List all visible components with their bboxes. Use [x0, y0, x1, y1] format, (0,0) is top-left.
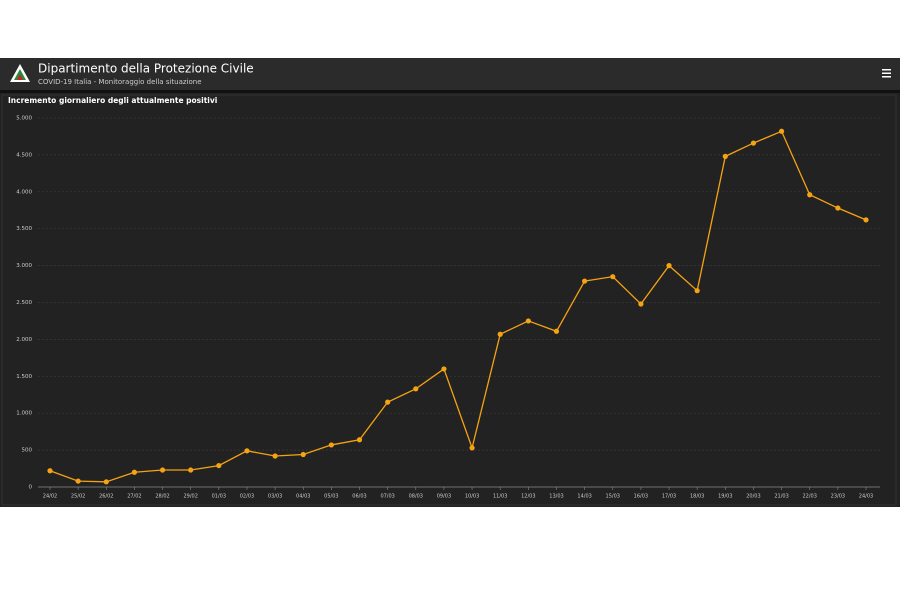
x-tick-label: 10/03 — [465, 494, 479, 500]
x-tick-label: 22/03 — [803, 494, 817, 500]
y-tick-label: 3.000 — [16, 263, 32, 269]
data-point — [244, 448, 250, 454]
x-tick-label: 25/02 — [71, 494, 85, 500]
x-tick-label: 09/03 — [437, 494, 451, 500]
y-tick-label: 1.000 — [16, 411, 32, 417]
data-point — [835, 205, 841, 211]
data-point — [159, 467, 166, 473]
x-tick-label: 19/03 — [718, 494, 732, 500]
data-point — [356, 437, 363, 443]
x-tick-label: 16/03 — [634, 494, 648, 500]
x-tick-label: 12/03 — [521, 494, 535, 500]
data-point — [103, 479, 109, 485]
data-point — [582, 278, 588, 284]
x-tick-label: 21/03 — [774, 494, 788, 500]
y-tick-label: 4.500 — [16, 152, 32, 158]
y-tick-label: 5.000 — [16, 116, 32, 122]
y-tick-label: 1.500 — [16, 374, 32, 380]
x-tick-label: 29/02 — [183, 494, 197, 500]
x-tick-label: 15/03 — [606, 494, 620, 500]
data-point — [778, 128, 785, 134]
data-point — [385, 399, 391, 405]
x-tick-label: 05/03 — [324, 494, 338, 500]
x-tick-label: 07/03 — [380, 494, 394, 500]
series-line — [49, 130, 867, 483]
separator — [0, 90, 900, 93]
x-tick-label: 20/03 — [746, 494, 760, 500]
x-tick-label: 17/03 — [662, 494, 676, 500]
x-tick-label: 11/03 — [493, 494, 507, 500]
y-tick-label: 500 — [22, 448, 33, 454]
data-point — [328, 442, 334, 448]
x-tick-label: 24/02 — [43, 494, 57, 500]
data-point — [553, 328, 560, 334]
menu-button[interactable] — [882, 69, 891, 78]
data-point — [469, 445, 475, 451]
x-tick-label: 27/02 — [127, 494, 141, 500]
data-point — [638, 301, 644, 307]
data-point — [863, 217, 869, 223]
data-point — [666, 263, 672, 269]
x-tick-label: 06/03 — [352, 494, 366, 500]
x-tick-label: 08/03 — [409, 494, 423, 500]
chart-title: Incremento giornaliero degli attualmente… — [8, 96, 217, 105]
app-subtitle: COVID-19 Italia - Monitoraggio della sit… — [38, 78, 202, 86]
x-tick-label: 02/03 — [240, 494, 254, 500]
x-tick-label: 18/03 — [690, 494, 704, 500]
data-point — [807, 192, 813, 198]
x-tick-label: 04/03 — [296, 494, 310, 500]
x-tick-label: 26/02 — [99, 494, 113, 500]
data-point — [525, 318, 531, 324]
data-point — [75, 478, 81, 484]
x-tick-label: 01/03 — [212, 494, 226, 500]
data-point — [47, 468, 53, 474]
x-tick-label: 03/03 — [268, 494, 282, 500]
data-point — [216, 462, 222, 469]
chart-panel — [0, 93, 900, 507]
y-tick-label: 4.000 — [16, 189, 32, 195]
data-point — [413, 386, 419, 392]
data-point — [188, 467, 194, 473]
x-tick-label: 24/03 — [859, 494, 873, 500]
data-point — [131, 469, 138, 475]
y-tick-label: 3.500 — [16, 226, 32, 232]
data-point — [272, 453, 278, 459]
data-point — [722, 153, 728, 159]
data-point — [300, 451, 306, 458]
header-bar — [0, 58, 900, 90]
data-point — [441, 366, 447, 372]
data-point — [750, 140, 757, 146]
data-point — [694, 288, 700, 294]
logo — [10, 64, 30, 82]
y-tick-label: 2.500 — [16, 300, 32, 306]
x-tick-label: 13/03 — [549, 494, 563, 500]
panel-border — [1, 94, 897, 506]
data-point — [497, 331, 503, 337]
x-tick-label: 14/03 — [577, 494, 591, 500]
x-tick-label: 23/03 — [831, 494, 845, 500]
y-tick-label: 0 — [29, 485, 33, 491]
app-title: Dipartimento della Protezione Civile — [38, 62, 254, 76]
data-point — [610, 274, 616, 280]
x-tick-label: 28/02 — [155, 494, 169, 500]
y-tick-label: 2.000 — [16, 337, 32, 343]
